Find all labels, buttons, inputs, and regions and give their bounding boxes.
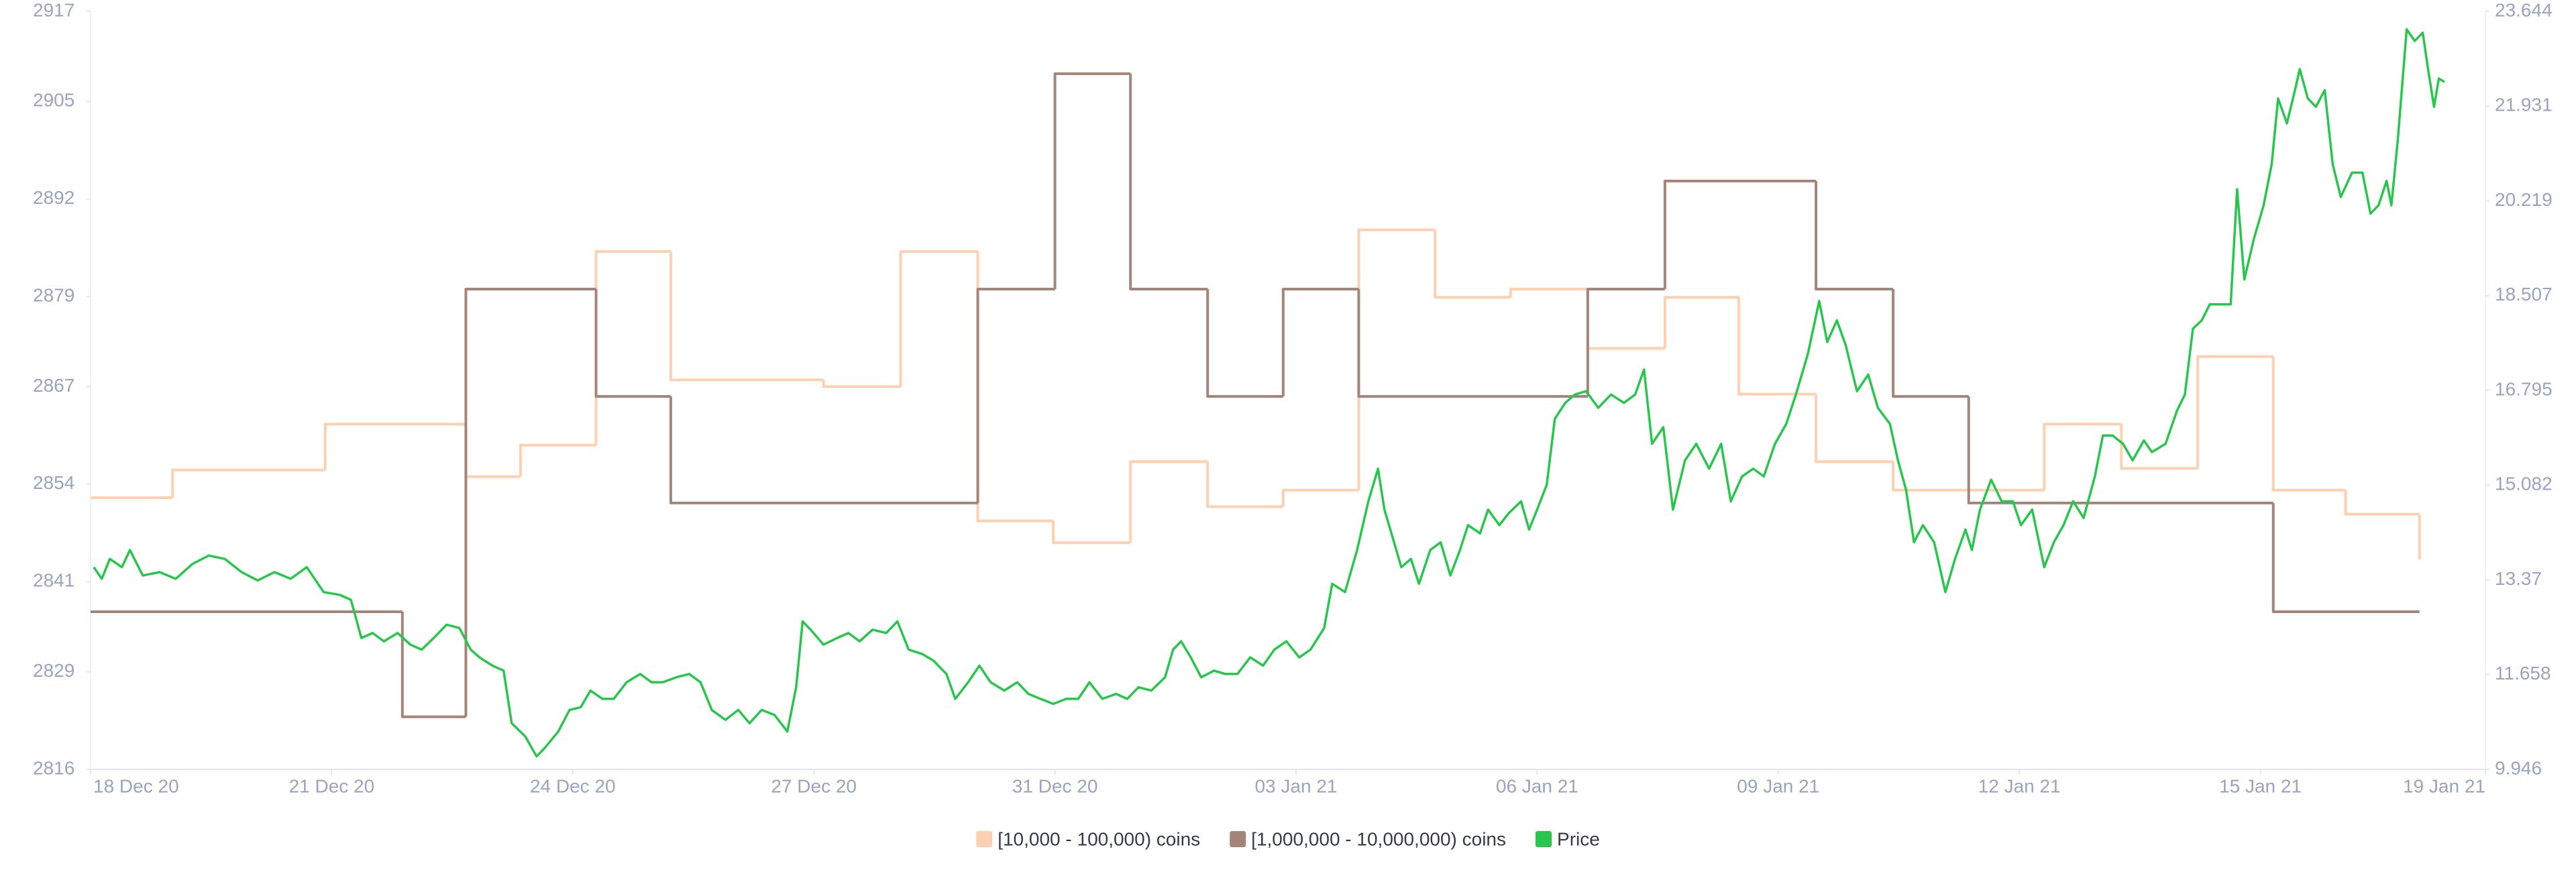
y2-tick-label: 15.082: [2495, 474, 2553, 494]
x-tick-label: 06 Jan 21: [1496, 775, 1578, 796]
y-tick-label: 2829: [33, 660, 74, 681]
step-segment: [1052, 521, 1131, 545]
step-segment: [2271, 502, 2420, 614]
step-segment: [1892, 288, 1969, 398]
plot-area: [91, 28, 2445, 758]
step-segment: [594, 250, 671, 445]
y2-tick-label: 20.219: [2495, 189, 2553, 210]
step-segment: [1281, 488, 1359, 507]
step-segment: [669, 252, 824, 382]
axes: 2816 2829 2841 2854 2867 2879 2892 2905 2917 9.94…: [33, 0, 2553, 796]
y2-tick-label: 13.37: [2495, 568, 2542, 589]
step-segment: [2043, 423, 2122, 490]
step-segment: [1815, 394, 1894, 464]
step-segment: [1815, 180, 1894, 290]
legend-label: [1,000,000 - 10,000,000) coins: [1251, 828, 1506, 849]
legend-label: Price: [1557, 828, 1600, 849]
step-segment: [323, 423, 466, 470]
legend-swatch: [1536, 831, 1552, 847]
step-segment: [1357, 288, 1588, 398]
x-tick-label: 27 Dec 20: [771, 775, 857, 796]
legend-item: Price: [1536, 828, 1600, 849]
step-segment: [1967, 396, 2273, 504]
step-segment: [1053, 72, 1131, 289]
legend-label: [10,000 - 100,000) coins: [998, 828, 1200, 849]
step-segment: [1129, 73, 1208, 290]
step-segment: [1357, 228, 1436, 490]
x-tick-label: 03 Jan 21: [1254, 775, 1337, 796]
step-segment: [1586, 287, 1665, 396]
x-tick-label: 15 Jan 21: [2219, 775, 2302, 796]
y-tick-label: 2854: [33, 472, 74, 493]
y-tick-label: 2816: [33, 757, 74, 778]
step-segment: [1663, 179, 1817, 289]
legend: [10,000 - 100,000) coins [1,000,000 - 10,…: [976, 828, 1600, 849]
step-segment: [1281, 287, 1359, 396]
y-tick-label: 2892: [33, 187, 74, 208]
y-tick-label: 2879: [33, 285, 74, 306]
step-segment: [899, 250, 978, 387]
step-segment: [171, 468, 325, 498]
legend-item: [1,000,000 - 10,000,000) coins: [1230, 828, 1506, 849]
step-segment: [2344, 490, 2420, 516]
step-segment: [1892, 461, 2045, 492]
legend-swatch: [1230, 831, 1246, 847]
x-tick-label: 18 Dec 20: [93, 775, 179, 796]
y2-tick-label: 11.658: [2495, 663, 2551, 684]
y-tick-label: 2841: [33, 570, 74, 591]
y-tick-label: 2917: [33, 0, 74, 20]
step-segment: [1434, 229, 1511, 299]
step-segment: [2196, 355, 2273, 469]
y2-tick-label: 23.644: [2495, 0, 2553, 20]
x-tick-label: 21 Dec 20: [289, 775, 375, 796]
step-segment: [594, 288, 671, 398]
step-segment: [822, 380, 901, 388]
legend-swatch: [976, 831, 993, 847]
y2-tick-label: 9.946: [2495, 757, 2542, 778]
step-segment: [519, 443, 596, 477]
y2-tick-label: 21.931: [2495, 95, 2553, 115]
step-segment: [1206, 288, 1283, 398]
y-tick-label: 2867: [33, 375, 74, 396]
y2-tick-label: 16.795: [2495, 378, 2553, 399]
step-segment: [400, 612, 466, 718]
price-line: [93, 28, 2445, 758]
legend-item: [10,000 - 100,000) coins: [976, 828, 1200, 849]
step-segment: [464, 424, 521, 478]
x-tick-label: 12 Jan 21: [1978, 775, 2061, 796]
step-segment: [976, 287, 1055, 503]
step-segment: [464, 287, 596, 717]
step-segment: [2120, 424, 2198, 470]
step-segment: [976, 252, 1054, 523]
x-tick-label: 24 Dec 20: [530, 775, 616, 796]
y-tick-label: 2905: [33, 90, 74, 111]
x-tick-label: 09 Jan 21: [1737, 775, 1819, 796]
step-segment: [1737, 297, 1817, 396]
step-segment: [1509, 287, 1588, 298]
step-segment: [1663, 296, 1739, 349]
step-segment: [669, 396, 978, 504]
step-segment: [1206, 461, 1283, 508]
step-segment: [1129, 460, 1208, 543]
step-segment: [2271, 356, 2346, 492]
x-tick-label: 31 Dec 20: [1012, 775, 1098, 796]
y2-tick-label: 18.507: [2495, 284, 2553, 305]
x-tick-label: 19 Jan 21: [2403, 775, 2485, 796]
step-segment: [1586, 288, 1665, 350]
